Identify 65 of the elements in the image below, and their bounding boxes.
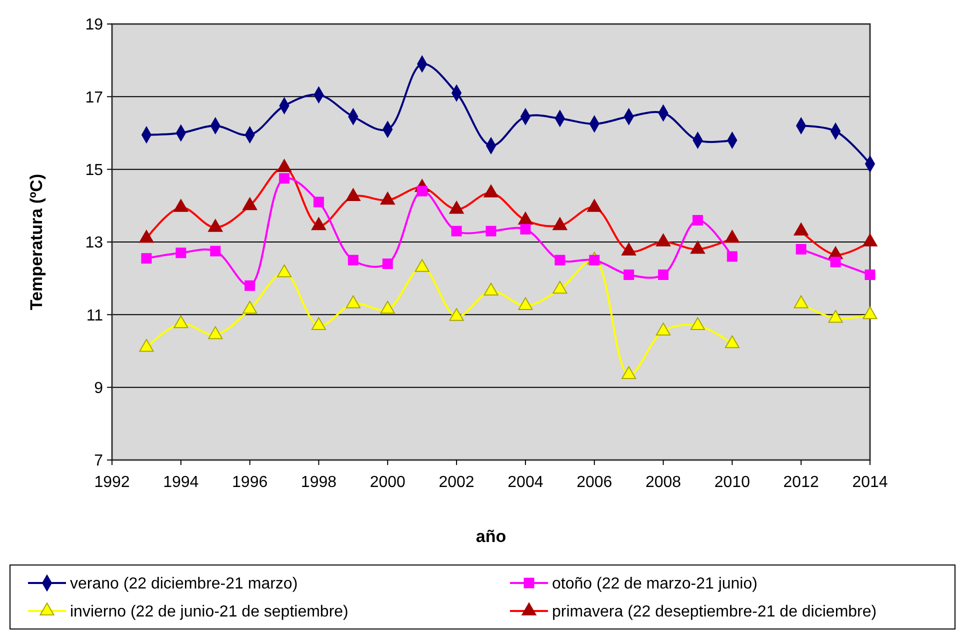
point	[380, 300, 395, 314]
point	[622, 366, 636, 380]
legend-label: otoño (22 de marzo-21 junio)	[552, 576, 758, 593]
point	[554, 254, 566, 266]
x-tick-label: 1992	[94, 474, 130, 491]
point	[176, 248, 186, 258]
point	[139, 339, 154, 352]
x-tick-label: 2010	[714, 474, 750, 491]
point	[174, 315, 188, 328]
point	[656, 322, 671, 336]
point	[794, 295, 808, 308]
x-tick-label: 2000	[370, 474, 406, 491]
point	[724, 335, 740, 348]
point	[210, 246, 221, 256]
point	[451, 226, 462, 236]
point	[830, 256, 841, 268]
point	[552, 280, 568, 294]
x-tick-label: 1994	[163, 474, 199, 491]
point	[690, 317, 706, 330]
y-tick-label: 11	[86, 307, 104, 324]
point	[346, 295, 360, 308]
y-tick-label: 17	[85, 89, 104, 106]
legend-label: invierno (22 de junio-21 de septiembre)	[70, 604, 348, 621]
point	[692, 214, 703, 226]
x-tick-label: 1998	[300, 474, 337, 491]
point	[313, 196, 324, 208]
point	[484, 282, 498, 296]
legend-label: primavera (22 deseptiembre-21 de diciembre)	[552, 604, 877, 621]
point	[518, 297, 533, 310]
point	[244, 280, 256, 291]
point	[828, 310, 843, 323]
point	[382, 258, 393, 270]
y-tick-label: 13	[85, 234, 104, 252]
y-axis-title: Temperatura (ºC)	[27, 174, 46, 310]
point	[311, 317, 326, 330]
y-tick-label: 7	[94, 452, 104, 470]
point	[416, 186, 428, 196]
point	[279, 173, 290, 184]
x-tick-label: 2002	[438, 474, 474, 491]
point	[486, 226, 496, 236]
point	[348, 254, 358, 266]
point	[208, 326, 223, 340]
point	[242, 300, 258, 314]
point	[726, 251, 738, 262]
y-tick-label: 9	[94, 380, 104, 397]
x-tick-label: 1996	[232, 474, 268, 491]
point	[658, 269, 669, 280]
x-tick-label: 2004	[508, 474, 544, 491]
x-tick-label: 2014	[852, 474, 888, 491]
x-axis-title: año	[476, 527, 506, 546]
x-tick-label: 2008	[645, 474, 682, 491]
y-tick-label: 19	[85, 16, 104, 34]
x-tick-label: 2012	[783, 474, 819, 491]
y-tick-label: 15	[85, 162, 104, 179]
point	[796, 244, 806, 255]
point	[276, 264, 292, 278]
legend-label: verano (22 diciembre-21 marzo)	[70, 576, 298, 593]
point	[414, 259, 430, 272]
point	[141, 253, 152, 264]
point	[449, 308, 464, 321]
x-tick-label: 2006	[576, 474, 612, 491]
point	[864, 269, 876, 280]
point	[624, 269, 634, 280]
point	[862, 306, 878, 320]
point	[520, 224, 531, 235]
